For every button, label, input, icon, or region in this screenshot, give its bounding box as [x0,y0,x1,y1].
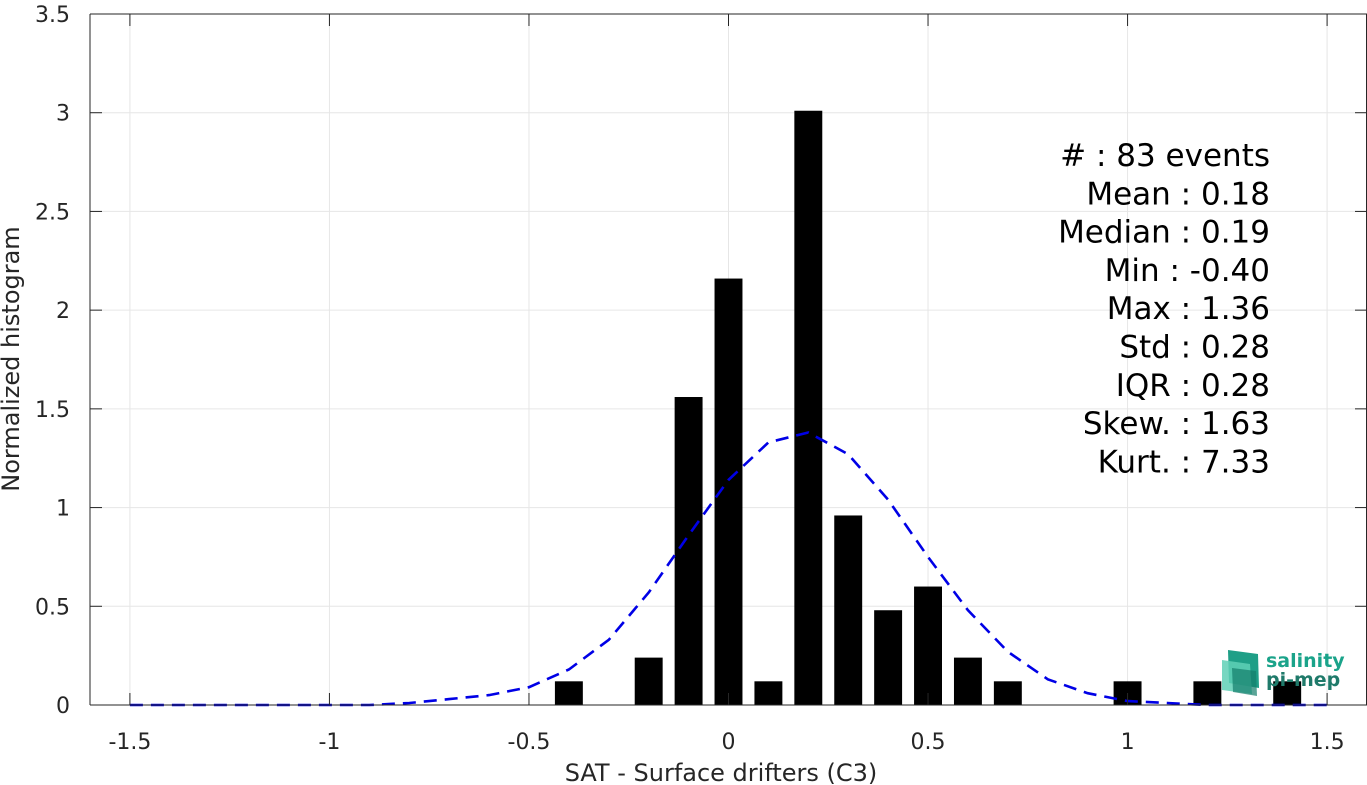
y-tick-label: 2 [56,299,70,324]
x-tick-label: -1 [318,730,340,755]
histogram-bar [834,515,863,705]
stat-line: Kurt. : 7.33 [1098,444,1270,480]
x-tick-label: -0.5 [508,730,551,755]
y-tick-label: 1 [56,497,70,522]
histogram-bar [674,397,703,705]
stat-line: Median : 0.19 [1058,215,1270,251]
y-tick-label: 3 [56,102,70,127]
histogram-bar [914,586,942,705]
y-axis-label: Normalized histogram [0,226,25,491]
histogram-bar [554,681,583,705]
histogram-bar [794,110,823,706]
histogram-bar [754,681,783,705]
stat-line: Min : -0.40 [1105,253,1270,289]
histogram-bar [1193,681,1222,705]
stat-line: Std : 0.28 [1119,330,1270,366]
logo-text-salinity: salinity [1266,650,1345,672]
x-tick-labels: -1.5 -1 -0.5 0 0.5 1 1.5 [108,730,1344,755]
x-tick-label: 1 [1121,730,1135,755]
x-axis-label: SAT - Surface drifters (C3) [565,759,878,785]
y-tick-labels: 0 0.5 1 1.5 2 2.5 3 3.5 [35,3,70,719]
stat-line: # : 83 events [1060,138,1270,174]
stat-line: Mean : 0.18 [1086,176,1270,212]
y-tick-label: 2.5 [35,200,70,225]
y-tick-label: 3.5 [35,3,70,28]
axis-ticks [90,13,1367,706]
stat-line: IQR : 0.28 [1116,368,1270,404]
logo-mark-icon [1222,650,1259,696]
histogram-bar [1273,681,1302,705]
x-tick-label: 0.5 [911,730,946,755]
x-tick-label: 1.5 [1310,730,1345,755]
histogram-bar [953,657,982,705]
y-tick-label: 0.5 [35,595,70,620]
y-tick-label: 0 [56,694,70,719]
histogram-bar [993,681,1022,705]
logo-text-pi-mep: pi-mep [1266,669,1340,691]
histogram-bar [634,657,663,705]
y-tick-label: 1.5 [35,398,70,423]
x-tick-label: -1.5 [108,730,151,755]
salinity-pi-mep-logo: salinity pi-mep [1222,650,1345,696]
stat-line: Skew. : 1.63 [1083,406,1270,442]
stat-line: Max : 1.36 [1107,291,1270,327]
x-tick-label: 0 [722,730,736,755]
histogram-bar [874,610,903,705]
